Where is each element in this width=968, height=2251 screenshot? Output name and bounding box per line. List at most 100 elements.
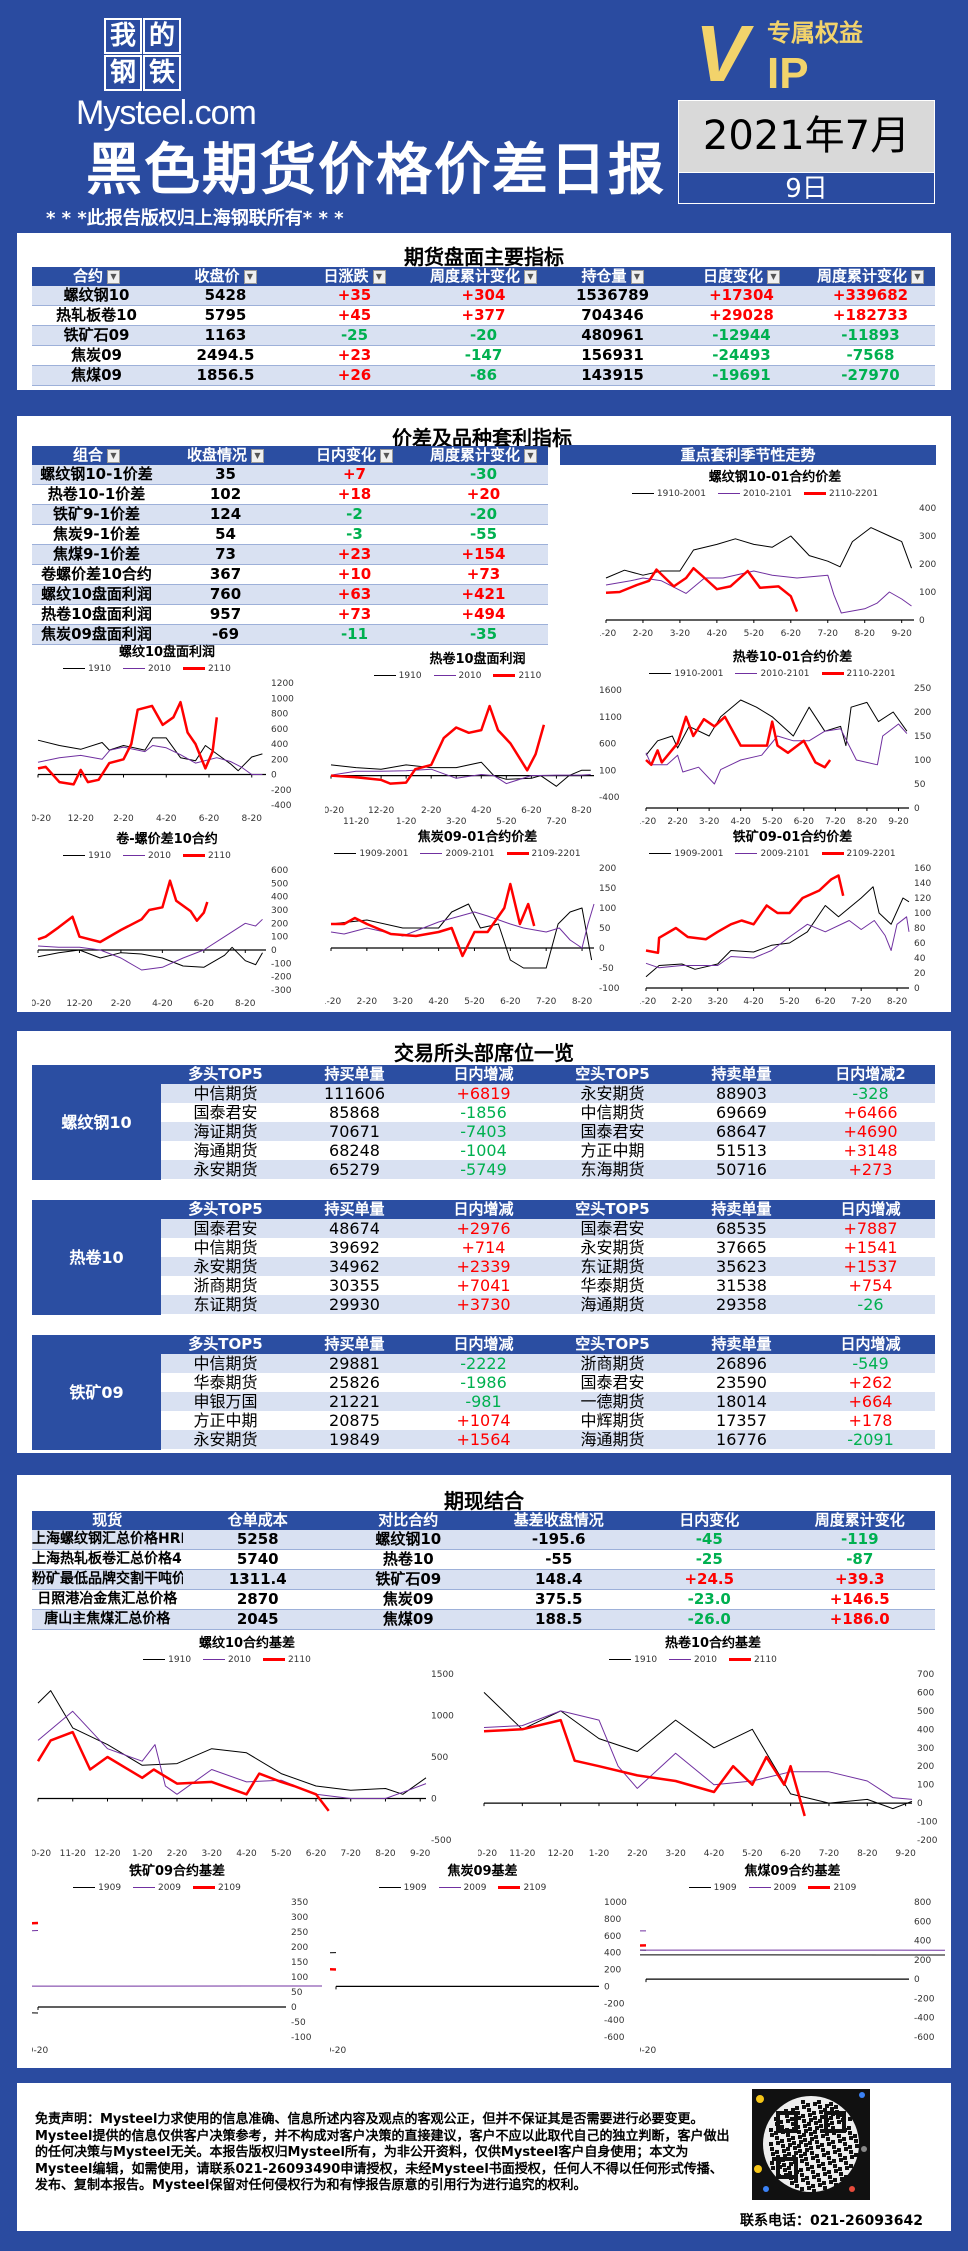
table-cell: 69669 <box>716 1103 767 1122</box>
column-header-label: 日内变化 <box>315 446 376 464</box>
column-header[interactable]: 日度变化 ▼ <box>677 267 806 286</box>
x-tick-label: 10-20 <box>32 1849 51 1859</box>
filter-dropdown-icon[interactable]: ▼ <box>251 448 264 463</box>
table-cell: 102 <box>161 484 290 505</box>
column-header[interactable]: 合约 ▼ <box>32 267 161 286</box>
y-tick-label: -100 <box>917 1818 938 1828</box>
table-cell: 367 <box>161 564 290 585</box>
table-cell: 永安期货 <box>161 1160 290 1179</box>
x-tick-label: 2-20 <box>633 629 654 639</box>
legend-swatch <box>143 1659 166 1660</box>
y-tick-label: 400 <box>917 1725 934 1735</box>
x-tick-label: 2-20 <box>672 997 693 1007</box>
table-cell: 35 <box>161 465 290 485</box>
column-header[interactable]: 持仓量 ▼ <box>548 267 677 286</box>
series-line-2109 <box>330 1968 337 1971</box>
table-cell: 18014 <box>677 1392 806 1411</box>
table-cell: +154 <box>419 544 548 565</box>
legend-label: 1909-2001 <box>359 849 409 859</box>
table-row: 海证期货 70671 -7403 国泰君安 68647 +4690 <box>161 1122 935 1141</box>
legend-item: 2109 <box>808 1883 856 1894</box>
legend-item: 1909-2001 <box>334 849 408 860</box>
column-header[interactable]: 日涨跌 ▼ <box>290 267 419 286</box>
table-cell: 浙商期货 <box>548 1354 677 1373</box>
y-tick-label: 0 <box>917 1799 923 1809</box>
column-header[interactable]: 周度累计变化 ▼ <box>419 267 548 286</box>
header-row: 多头TOP5 持买单量 日内增减 空头TOP5 持卖单量 日内增减 <box>161 1335 935 1354</box>
column-header[interactable]: 周度累计变化 ▼ <box>419 446 548 465</box>
table-cell: -981 <box>419 1392 548 1411</box>
table-cell: 上海热轧板卷汇总价格4.75mm <box>32 1549 183 1570</box>
table-cell: 方正中期 <box>193 1411 258 1430</box>
x-tick-label: 7-20 <box>340 1849 361 1859</box>
table-cell: +1564 <box>419 1430 548 1449</box>
filter-dropdown-icon[interactable]: ▼ <box>107 448 120 463</box>
table-cell: 37665 <box>716 1238 767 1257</box>
y-tick-label: 1000 <box>431 1712 454 1722</box>
chart-plot: -500 0 500 1000 1500 10-20 11-20 12-20 1-20 2-20 3… <box>32 1670 454 1859</box>
legend-label: 2010 <box>694 1655 717 1665</box>
table-cell: +182733 <box>806 305 935 326</box>
vip-v: V <box>695 9 749 98</box>
x-tick-label: 2-20 <box>113 814 134 824</box>
x-tick-label: 11-20 <box>509 1849 535 1859</box>
table-cell: -7403 <box>419 1122 548 1141</box>
column-header-label: 周度累计变化 <box>814 1511 905 1529</box>
filter-dropdown-icon[interactable]: ▼ <box>630 269 644 284</box>
chart-rebar-1001: 螺纹钢10-01合约价差 1910-2001 2010-2101 2110-2201 0… <box>600 470 950 640</box>
series-line-2109 <box>32 1921 39 1925</box>
column-header[interactable]: 日内变化 ▼ <box>290 446 419 465</box>
filter-dropdown-icon[interactable]: ▼ <box>524 269 537 284</box>
legend-item: 2010 <box>203 1655 251 1666</box>
futures-table: 合约 ▼ 收盘价 ▼ 日涨跌 ▼ 周度累计变化 ▼ 持仓量 ▼ 日度变化 ▼ 周度累计变化 ▼ 螺纹钢10 5… <box>32 267 935 386</box>
column-header[interactable]: 周度累计变化 ▼ <box>806 267 935 286</box>
table-row: 卷螺价差10合约 367 +10 +73 <box>32 564 548 585</box>
filter-dropdown-icon[interactable]: ▼ <box>243 269 257 284</box>
filter-dropdown-icon[interactable]: ▼ <box>524 448 537 463</box>
legend-label: 1909 <box>713 1883 737 1893</box>
x-tick-label: 5-20 <box>742 1849 763 1859</box>
filter-dropdown-icon[interactable]: ▼ <box>911 269 924 284</box>
table-cell: 2045 <box>182 1609 333 1630</box>
y-tick-label: 200 <box>604 1966 621 1976</box>
table-cell: 焦煤09 <box>333 1609 484 1630</box>
filter-dropdown-icon[interactable]: ▼ <box>372 269 386 284</box>
column-header[interactable]: 组合 ▼ <box>32 446 161 465</box>
legend-label: 1910 <box>168 1655 192 1665</box>
table-cell: 5428 <box>161 286 290 306</box>
table-cell: 焦煤09 <box>32 365 161 386</box>
positions-table: 多头TOP5 持买单量 日内增减 空头TOP5 持卖单量 日内增减 国泰君安 48674 +29… <box>161 1200 935 1314</box>
table-cell: -26 <box>806 1295 935 1314</box>
legend-swatch <box>669 1659 692 1660</box>
column-header-label: 日度变化 <box>702 267 763 285</box>
filter-dropdown-icon[interactable]: ▼ <box>380 448 393 463</box>
legend-label: 2110 <box>207 851 231 861</box>
legend-swatch <box>73 1887 96 1888</box>
filter-dropdown-icon[interactable]: ▼ <box>107 269 120 284</box>
y-tick-label: -400 <box>271 801 292 811</box>
series-line-1910-2001 <box>605 527 912 579</box>
table-cell: +7887 <box>806 1219 935 1238</box>
column-header[interactable]: 收盘价 ▼ <box>161 267 290 286</box>
column-header: 对比合约 <box>333 1511 484 1530</box>
x-tick-label: 1-20 <box>132 1849 153 1859</box>
column-header[interactable]: 收盘情况 ▼ <box>161 446 290 465</box>
chart-legend: 1909 2009 2109 <box>32 1883 282 1894</box>
filter-dropdown-icon[interactable]: ▼ <box>767 269 780 284</box>
legend-label: 2110 <box>753 1655 777 1665</box>
legend-swatch <box>182 667 205 670</box>
legend-label: 2009 <box>463 1883 487 1893</box>
table-cell: 5258 <box>182 1530 333 1550</box>
series-line-2010-2101 <box>645 723 908 785</box>
x-tick-label: 7-20 <box>825 817 846 827</box>
table-cell: +304 <box>419 286 548 306</box>
y-tick-label: 40 <box>914 954 926 964</box>
disclaimer-text: 免责声明：Mysteel力求使用的信息准确、信息所述内容及观点的客观公正，但并不… <box>35 2112 730 2193</box>
legend-swatch <box>735 673 758 674</box>
x-tick-label: 8-20 <box>855 629 876 639</box>
column-header: 日内增减2 <box>806 1065 935 1084</box>
x-tick-label: 6-20 <box>194 999 215 1009</box>
x-tick-label: 4-20 <box>707 629 728 639</box>
table-cell: -2222 <box>419 1354 548 1373</box>
